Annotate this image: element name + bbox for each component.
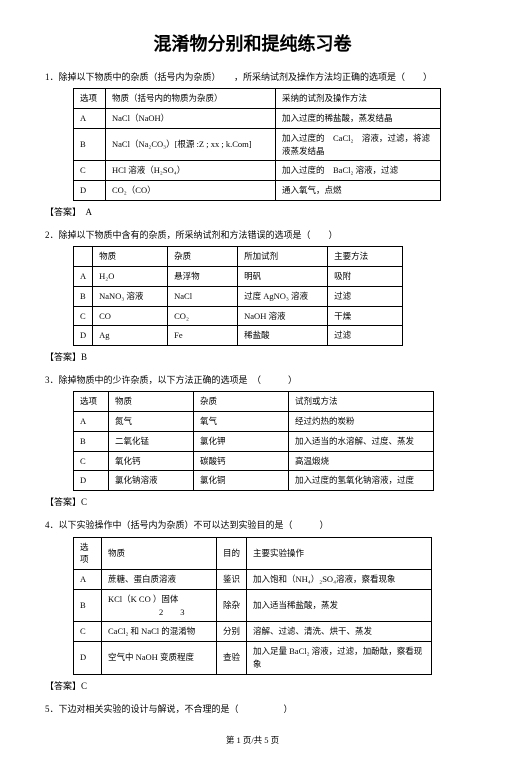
table-cell: A: [74, 109, 106, 129]
table-cell: 悬浮物: [168, 267, 238, 287]
question-3-stem: 3．除掉物质中的少许杂质，以下方法正确的选项是 （ ）: [45, 373, 460, 387]
table-cell: 加入过度的氢氧化钠溶液，过度: [289, 471, 434, 491]
question-2-table: 物质 杂质 所加试剂 主要方法 A H₂O 悬浮物 明矾 吸附 B NaNO₃ …: [73, 246, 403, 346]
table-cell: C: [74, 622, 102, 642]
q4-h3: 主要实验操作: [247, 537, 432, 570]
table-cell: 分别: [217, 622, 247, 642]
question-1-table: 选项 物质（括号内的物质为杂质） 采纳的试剂及操作方法 A NaCl（NaOH）…: [73, 88, 441, 201]
table-cell: 过滤: [328, 326, 403, 346]
table-cell: 加入过度的稀盐酸，蒸发结晶: [276, 109, 441, 129]
table-cell: Ag: [93, 326, 168, 346]
table-cell: CO: [93, 306, 168, 326]
table-cell: 二氧化锰: [109, 431, 194, 451]
table-cell: NaCl（Na₂CO₃）[根源 :Z ; xx ; k.Com]: [106, 128, 276, 161]
q3-h0: 选项: [74, 392, 109, 412]
question-3-answer: 【答案】C: [45, 495, 460, 508]
table-cell: CaCl₂ 和 NaCl 的混淆物: [102, 622, 217, 642]
question-2-answer: 【答案】B: [45, 350, 460, 363]
table-cell: CO₂（CO）: [106, 181, 276, 201]
table-cell: 加入足量 BaCl₂ 溶液，过滤，加酚酞，察看现象: [247, 642, 432, 675]
table-cell: 加入适当稀盐酸，蒸发: [247, 589, 432, 622]
q3-h3: 试剂或方法: [289, 392, 434, 412]
q3-h2: 杂质: [194, 392, 289, 412]
table-cell: B: [74, 286, 93, 306]
table-cell: 氧化钙: [109, 451, 194, 471]
question-2-stem: 2．除掉以下物质中含有的杂质，所采纳试剂和方法错误的选项是（ ）: [45, 228, 460, 242]
table-cell: 除杂: [217, 589, 247, 622]
q4-h2: 目的: [217, 537, 247, 570]
q2-h3: 所加试剂: [238, 247, 328, 267]
table-cell: 过度 AgNO₃ 溶液: [238, 286, 328, 306]
table-cell: C: [74, 306, 93, 326]
table-cell: D: [74, 181, 106, 201]
q2-h2: 杂质: [168, 247, 238, 267]
question-1-answer: 【答案】 A: [45, 205, 460, 218]
q2-h0: [74, 247, 93, 267]
table-cell: NaNO₃ 溶液: [93, 286, 168, 306]
table-cell: KCl（K CO ）固体 2 3: [102, 589, 217, 622]
table-cell: 加入过度的 CaCl₂ 溶液，过滤，将滤液蒸发结晶: [276, 128, 441, 161]
q1-h1: 物质（括号内的物质为杂质）: [106, 89, 276, 109]
page-footer: 第 1 页/共 5 页: [45, 734, 460, 746]
table-cell: 碳酸钙: [194, 451, 289, 471]
table-cell: 加入适当的水溶解、过度、蒸发: [289, 431, 434, 451]
table-cell: A: [74, 570, 102, 590]
table-cell: B: [74, 128, 106, 161]
question-4-table: 选项 物质 目的 主要实验操作 A 蔗糖、蛋白质溶液 鉴识 加入饱和（NH₄）₂…: [73, 537, 432, 675]
table-cell: NaCl（NaOH）: [106, 109, 276, 129]
q1-h0: 选项: [74, 89, 106, 109]
table-cell: B: [74, 431, 109, 451]
table-cell: 鉴识: [217, 570, 247, 590]
q4-h1: 物质: [102, 537, 217, 570]
q3-h1: 物质: [109, 392, 194, 412]
table-cell: NaOH 溶液: [238, 306, 328, 326]
table-cell: C: [74, 451, 109, 471]
table-cell: HCl 溶液（H₂SO₄）: [106, 161, 276, 181]
table-cell: NaCl: [168, 286, 238, 306]
table-cell: 氧气: [194, 412, 289, 432]
table-cell: A: [74, 267, 93, 287]
table-cell: 明矾: [238, 267, 328, 287]
page-title: 混淆物分别和提纯练习卷: [45, 30, 460, 56]
table-cell: 经过灼热的炭粉: [289, 412, 434, 432]
table-cell: C: [74, 161, 106, 181]
table-cell: D: [74, 642, 102, 675]
table-cell: A: [74, 412, 109, 432]
table-cell: 溶解、过滤、清洗、烘干、蒸发: [247, 622, 432, 642]
table-cell: CO₂: [168, 306, 238, 326]
table-cell: 高温煅烧: [289, 451, 434, 471]
table-cell: B: [74, 589, 102, 622]
table-cell: 干燥: [328, 306, 403, 326]
table-cell: D: [74, 471, 109, 491]
table-cell: 稀盐酸: [238, 326, 328, 346]
question-4-stem: 4．以下实验操作中（括号内为杂质）不可以达到实验目的是（ ）: [45, 518, 460, 532]
table-cell: 过滤: [328, 286, 403, 306]
table-cell: 查验: [217, 642, 247, 675]
q2-h4: 主要方法: [328, 247, 403, 267]
table-cell: 加入饱和（NH₄）₂SO₄溶液，察看现象: [247, 570, 432, 590]
table-cell: 通入氧气，点燃: [276, 181, 441, 201]
q1-h2: 采纳的试剂及操作方法: [276, 89, 441, 109]
table-cell: 氮气: [109, 412, 194, 432]
table-cell: 氯化钠溶液: [109, 471, 194, 491]
table-cell: Fe: [168, 326, 238, 346]
table-cell: 空气中 NaOH 变质程度: [102, 642, 217, 675]
table-cell: 吸附: [328, 267, 403, 287]
q2-h1: 物质: [93, 247, 168, 267]
question-1-stem: 1．除掉以下物质中的杂质（括号内为杂质） ，所采纳试剂及操作方法均正确的选项是（…: [45, 70, 460, 84]
question-3-table: 选项 物质 杂质 试剂或方法 A 氮气 氧气 经过灼热的炭粉 B 二氧化锰 氯化…: [73, 391, 434, 491]
table-cell: 加入过度的 BaCl₂ 溶液，过滤: [276, 161, 441, 181]
q4-h0: 选项: [74, 537, 102, 570]
table-cell: H₂O: [93, 267, 168, 287]
table-cell: 蔗糖、蛋白质溶液: [102, 570, 217, 590]
question-4-answer: 【答案】C: [45, 679, 460, 692]
table-cell: 氯化钾: [194, 431, 289, 451]
table-cell: D: [74, 326, 93, 346]
table-cell: 氯化铜: [194, 471, 289, 491]
